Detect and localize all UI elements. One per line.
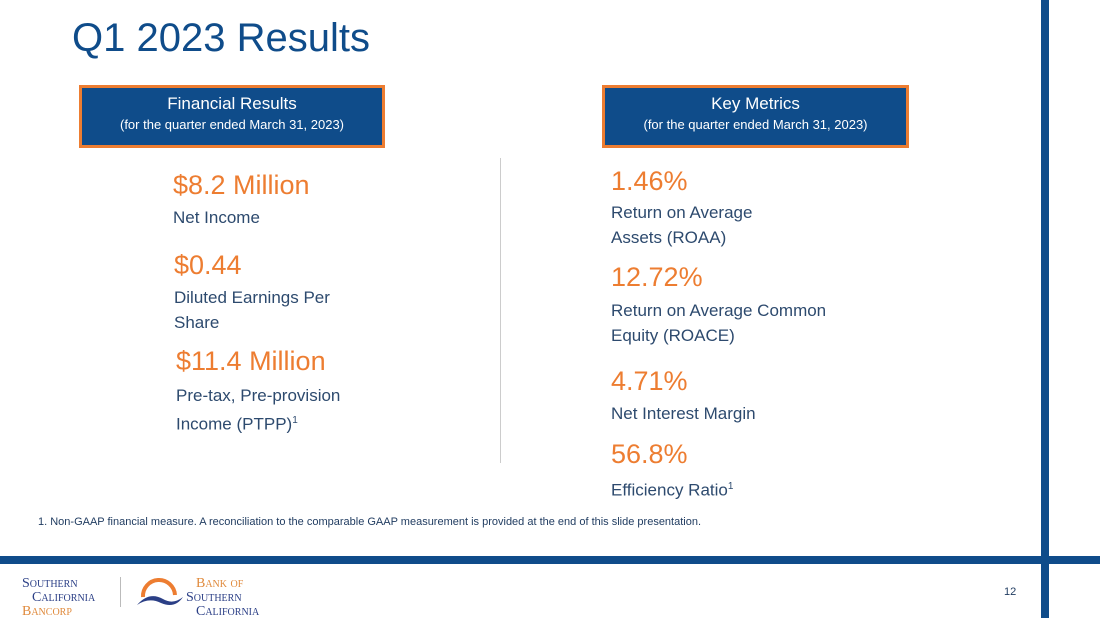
footnote-marker: 1: [292, 415, 298, 426]
wave-sun-icon: [137, 578, 183, 605]
bank-of-southern-california-logo: Bank of Southern California: [186, 577, 259, 619]
eps-label: Diluted Earnings Per Share: [174, 288, 330, 332]
accent-bar-horizontal: [0, 556, 1100, 564]
header-title: Financial Results: [167, 94, 297, 113]
efficiency-value: 56.8%: [611, 439, 688, 469]
roaa-label: Return on Average Assets (ROAA): [611, 203, 753, 247]
efficiency-label: Efficiency Ratio1: [611, 474, 733, 503]
logo-line: California: [32, 590, 96, 605]
footnote: 1. Non-GAAP financial measure. A reconci…: [38, 516, 702, 528]
page-number: 12: [1004, 586, 1017, 598]
logo-divider: [120, 577, 121, 607]
logo-line: Southern: [22, 576, 78, 591]
logo-line: Bancorp: [22, 604, 72, 619]
logo-line: California: [196, 604, 260, 619]
roace-label: Return on Average Common Equity (ROACE): [611, 301, 827, 345]
financial-results-header: Financial Results (for the quarter ended…: [79, 85, 385, 148]
nim-value: 4.71%: [611, 366, 688, 396]
logo-line: Southern: [186, 590, 242, 605]
column-divider: [500, 158, 501, 463]
accent-bar-vertical: [1041, 0, 1049, 618]
net-income-value: $8.2 Million: [173, 170, 310, 200]
ptpp-label-text: Pre-tax, Pre-provision Income (PTPP): [176, 386, 341, 434]
header-title: Key Metrics: [711, 94, 800, 113]
header-subtitle: (for the quarter ended March 31, 2023): [643, 117, 868, 132]
eps-value: $0.44: [174, 250, 242, 280]
efficiency-label-text: Efficiency Ratio: [611, 480, 728, 500]
nim-label: Net Interest Margin: [611, 404, 756, 423]
net-income-label: Net Income: [173, 208, 260, 227]
roace-value: 12.72%: [611, 262, 703, 292]
footnote-marker: 1: [727, 481, 734, 492]
southern-california-bancorp-logo: Southern California Bancorp: [22, 577, 95, 619]
key-metrics-header: Key Metrics (for the quarter ended March…: [602, 85, 909, 148]
ptpp-label: Pre-tax, Pre-provision Income (PTPP)1: [176, 383, 366, 437]
logo-line: Bank of: [196, 576, 244, 591]
page-title: Q1 2023 Results: [72, 16, 370, 60]
ptpp-value: $11.4 Million: [176, 346, 326, 376]
header-subtitle: (for the quarter ended March 31, 2023): [119, 117, 345, 132]
roaa-value: 1.46%: [611, 166, 688, 196]
